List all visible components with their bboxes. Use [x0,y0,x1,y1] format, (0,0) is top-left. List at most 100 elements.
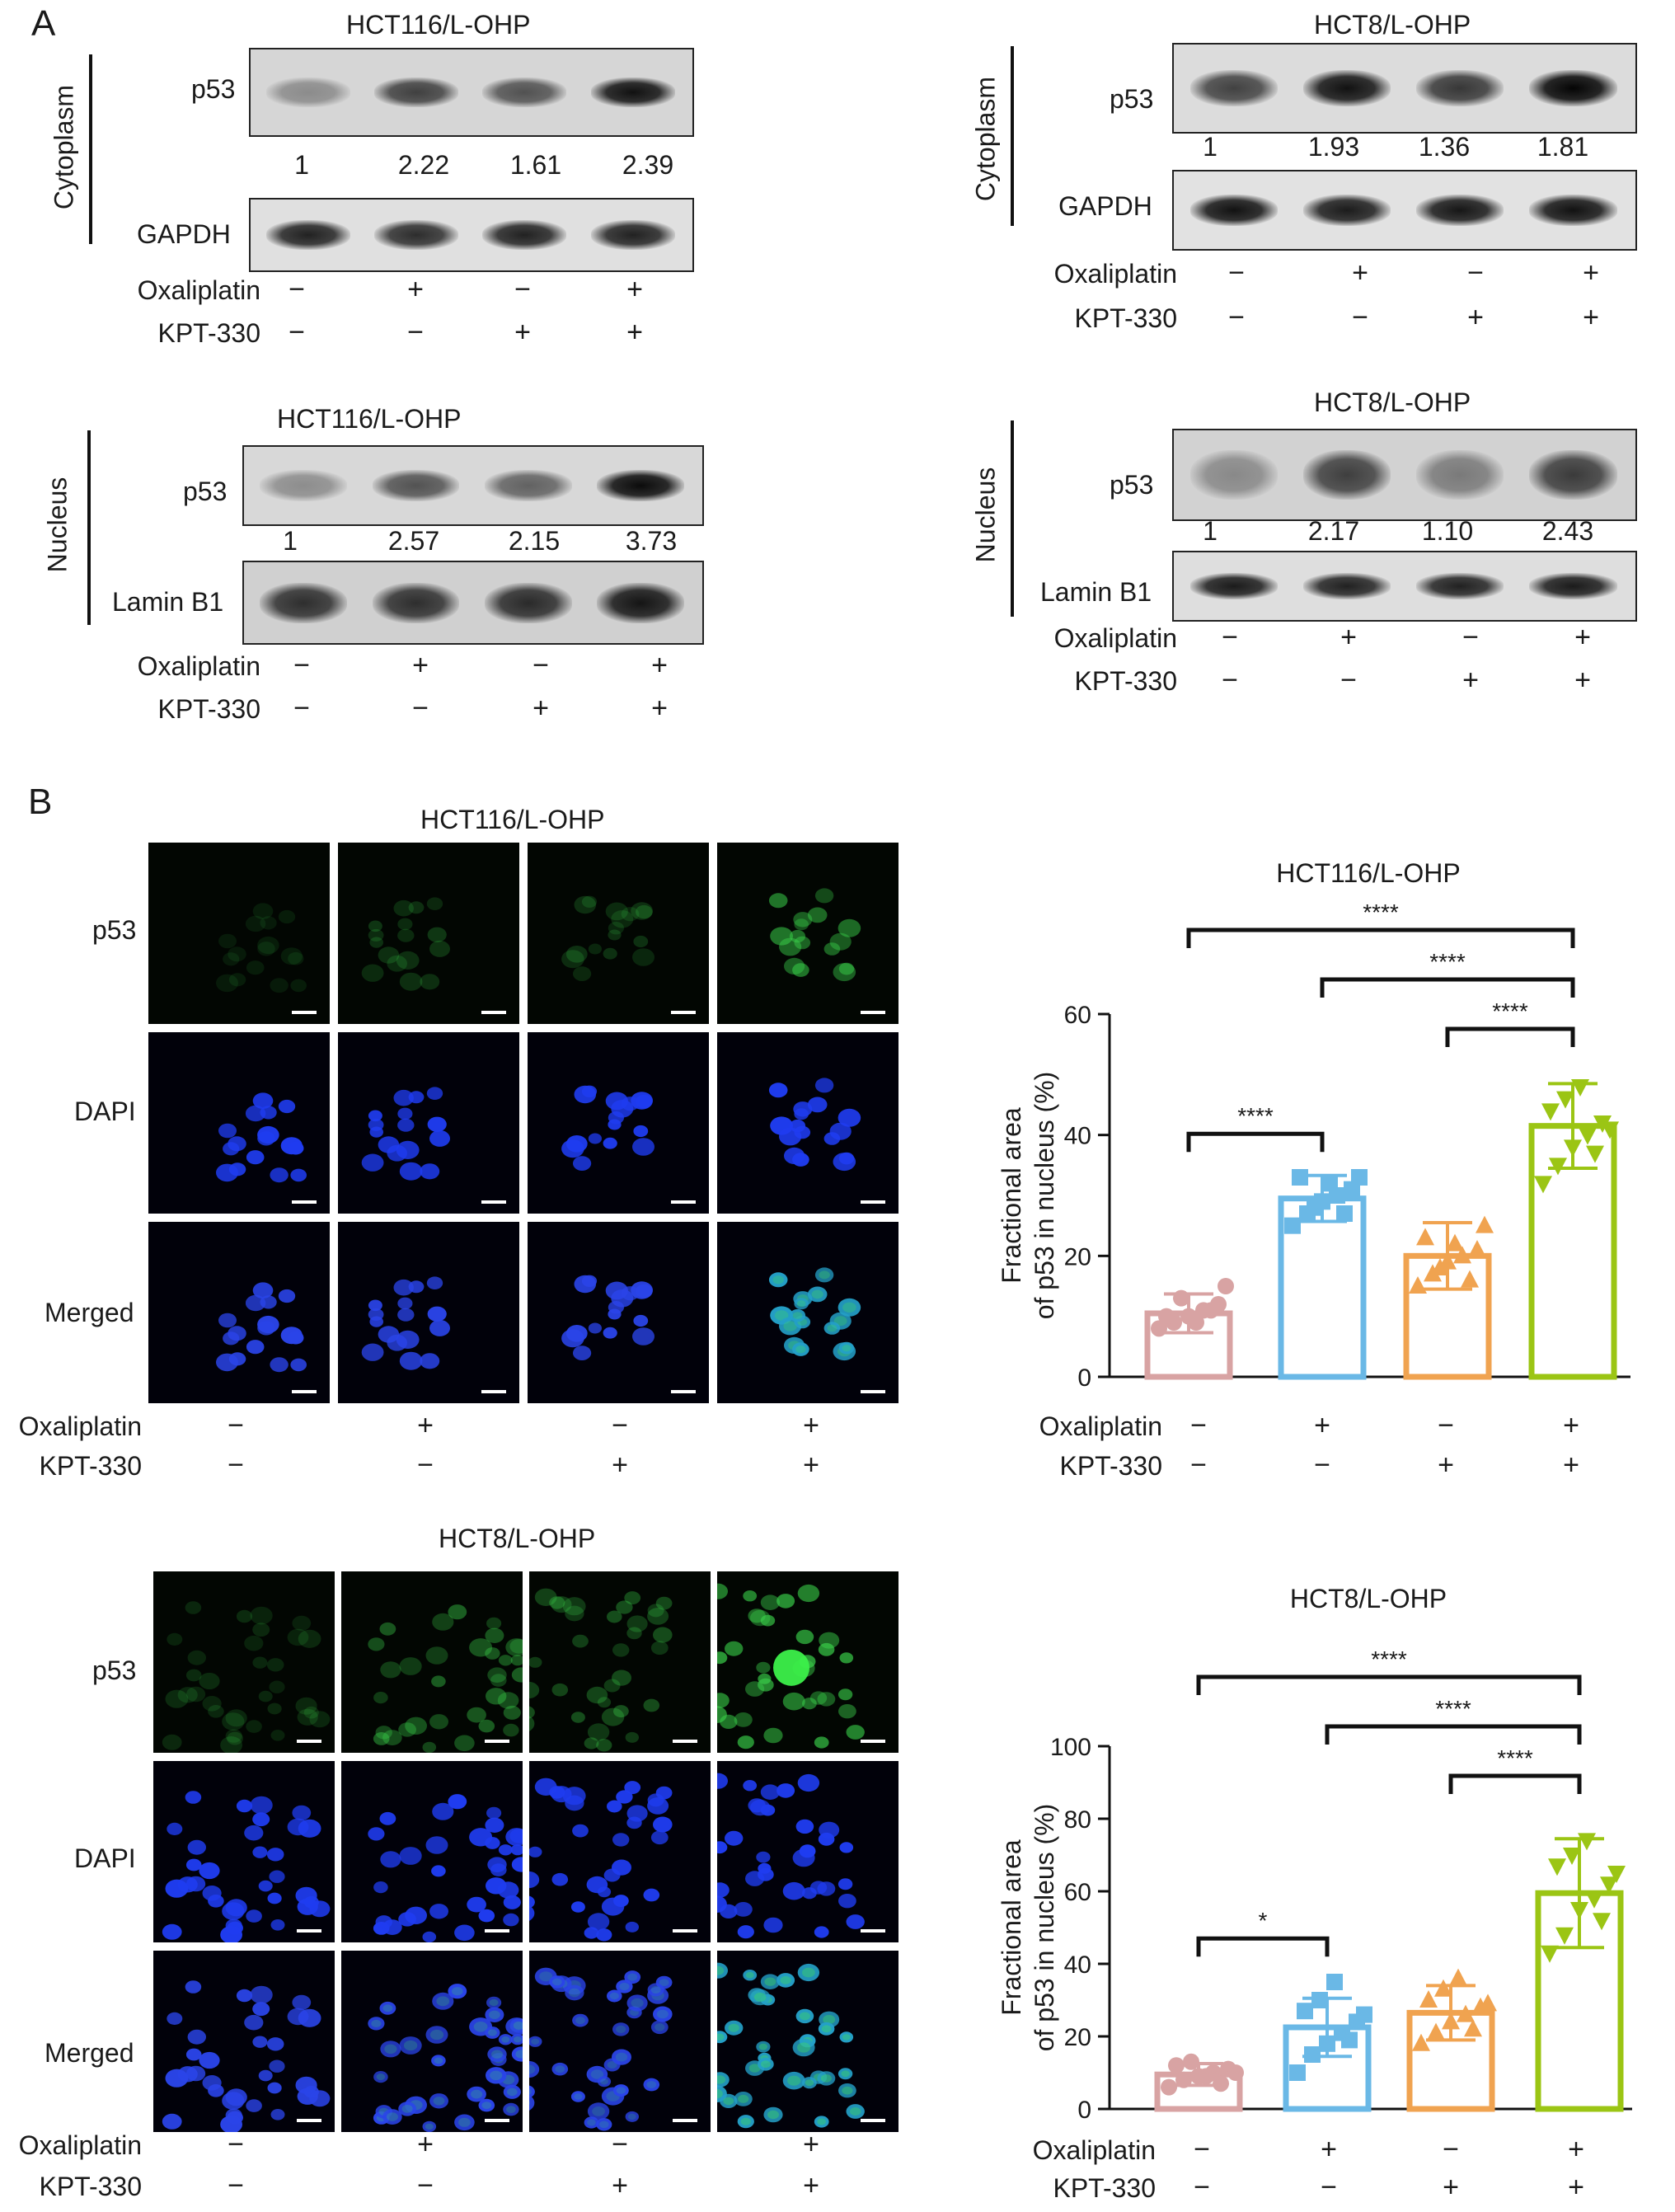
cell-nucleus [779,937,802,956]
cell-nucleus [503,1723,519,1737]
cell-nucleus [605,1092,628,1111]
cell-nucleus [398,2102,416,2116]
cell-nucleus [288,1141,304,1155]
cell-nucleus [422,2120,437,2132]
cell-nucleus [246,1909,262,1923]
cell-nucleus [655,1596,673,1610]
cell-nucleus [529,1905,535,1921]
p53-signal [436,1996,450,2007]
cell-nucleus [839,1842,854,1853]
scale-bar [671,1390,696,1393]
if-row-label-merged: Merged [45,2038,134,2068]
cell-nucleus [498,1844,513,1856]
cell-nucleus [823,1132,841,1145]
cell-nucleus [503,2102,519,2116]
cell-nucleus [199,1672,220,1690]
y-tick-label: 100 [1050,1734,1091,1761]
cell-nucleus [290,979,307,993]
fluorescence-image [528,1222,709,1403]
cell-nucleus [422,1741,437,1753]
p53-signal [650,1985,661,1994]
scale-bar [673,2119,697,2122]
scale-bar [861,1011,885,1014]
p53-signal [717,1965,725,1975]
cell-nucleus [177,1876,198,1893]
scale-bar [297,1929,321,1933]
cell-nucleus [770,927,793,946]
cell-nucleus [218,1123,237,1139]
cell-nucleus [653,2006,673,2022]
cell-nucleus [486,1688,507,1705]
cell-nucleus [565,946,588,963]
cell-nucleus [425,2026,448,2044]
p53-signal [568,1988,580,1998]
data-point [1555,1927,1574,1945]
cell-nucleus [295,1697,317,1715]
cell-nucleus [398,1722,416,1737]
cell-nucleus [529,1716,535,1731]
cell-nucleus [429,1904,448,1919]
p53-signal [796,1300,806,1308]
cell-nucleus [529,2060,540,2078]
treatment-sign: + [626,274,643,305]
treatment-label-kpt330: KPT-330 [1074,303,1177,333]
data-point [1341,2031,1358,2049]
data-point [1304,2046,1321,2063]
cell-nucleus [621,907,640,922]
cell-nucleus [650,2020,669,2035]
y-tick-label: 20 [1064,2024,1091,2051]
blot-quant-value: 2.17 [1307,516,1360,546]
cell-nucleus [839,2031,854,2043]
if-row-label-dapi: DAPI [74,1843,136,1873]
cell-nucleus [393,1089,414,1106]
cell-nucleus [250,1796,273,1815]
cell-nucleus [632,1327,655,1346]
blot-band [1529,450,1617,500]
cell-nucleus [529,1656,542,1668]
cell-nucleus [222,1902,245,1920]
cell-nucleus [743,1780,758,1792]
treatment-sign: − [1314,1449,1330,1481]
blot-quant-value: 1 [283,526,298,556]
data-point [1571,1079,1589,1097]
scale-bar [485,2119,509,2122]
cell-nucleus [814,1078,834,1093]
cell-nucleus [551,1596,572,1613]
p53-signal [371,2019,382,2027]
cell-nucleus [838,2068,853,2080]
cell-nucleus [725,1830,744,1846]
cell-nucleus [298,1819,321,1838]
cell-nucleus [220,1926,242,1942]
cell-nucleus [588,1133,602,1144]
cell-nucleus [270,978,289,993]
cell-nucleus [570,1901,585,1913]
data-point [1203,1302,1219,1319]
blot-band [1529,69,1617,107]
data-point [1307,1199,1323,1216]
cell-nucleus [581,895,598,908]
y-axis-label: of p53 in nucleus (%) [1030,1804,1059,2052]
cell-nucleus [425,1836,448,1854]
cell-nucleus [760,1784,780,1800]
data-point [1419,1990,1438,2008]
p53-signal [627,2113,636,2120]
p53-signal [490,2070,503,2080]
cell-nucleus [497,1692,519,1709]
treatment-sign: − [407,317,424,348]
cell-nucleus [562,1597,586,1616]
data-point [1578,1833,1596,1851]
cell-nucleus [768,1272,788,1288]
treatment-sign: − [514,274,531,305]
cell-nucleus [487,1857,507,1872]
data-point [1173,1289,1189,1307]
cell-nucleus [244,1635,264,1651]
p53-signal [458,2117,471,2127]
cell-nucleus [777,1973,795,1988]
western-blot-p53-cyto-hct8 [1172,43,1637,134]
cell-nucleus [368,1637,385,1651]
fluorescence-image [338,1032,519,1214]
p53-signal [748,2064,761,2073]
cell-nucleus [252,1282,274,1299]
cell-nucleus [216,1353,238,1372]
cell-nucleus [737,1735,754,1749]
